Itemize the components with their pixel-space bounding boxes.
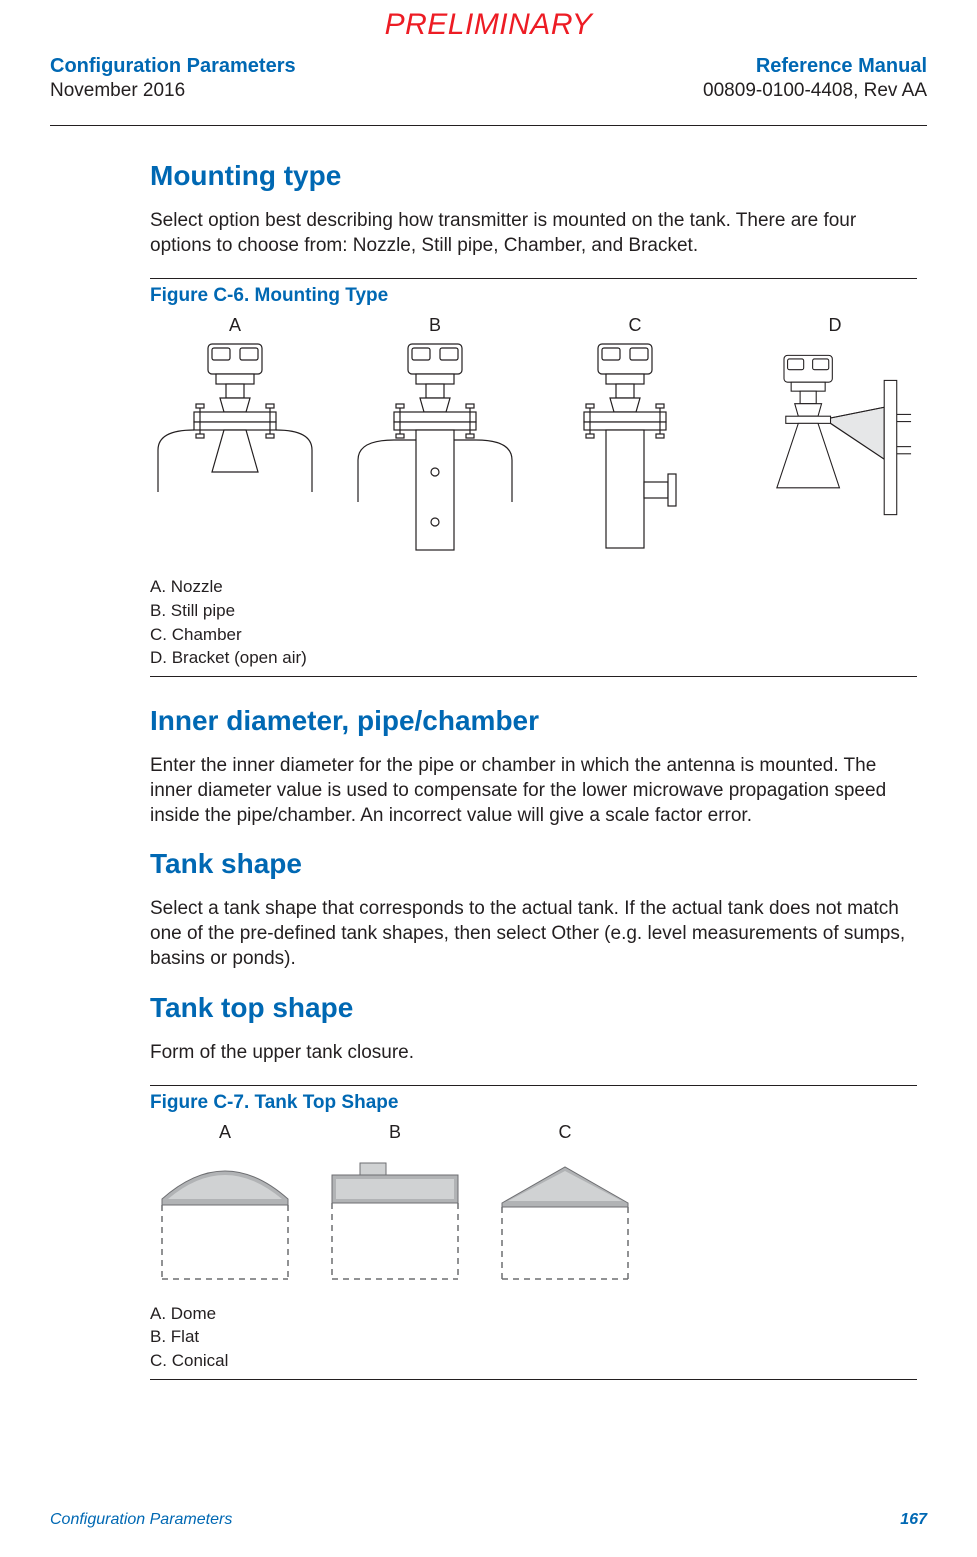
tank-top-conical-diagram <box>490 1149 640 1289</box>
figure-c7-row: A B <box>150 1122 917 1294</box>
page-header: Configuration Parameters November 2016 R… <box>50 54 927 126</box>
fig-c7-label-a: A <box>150 1122 300 1143</box>
fig-c7-key-a: A. Dome <box>150 1302 917 1326</box>
body-inner-diameter: Enter the inner diameter for the pipe or… <box>150 753 917 828</box>
header-left: Configuration Parameters November 2016 <box>50 54 296 103</box>
fig-c6-cell-a: A <box>150 315 320 567</box>
body-mounting-type: Select option best describing how transm… <box>150 208 917 258</box>
tank-top-flat-diagram <box>320 1149 470 1289</box>
fig-c6-key-d: D. Bracket (open air) <box>150 646 917 670</box>
mounting-stillpipe-diagram <box>350 342 520 562</box>
fig-c6-cell-c: C <box>550 315 720 567</box>
fig-c6-key-b: B. Still pipe <box>150 599 917 623</box>
page-container: Configuration Parameters November 2016 R… <box>0 0 977 1426</box>
header-left-title: Configuration Parameters <box>50 54 296 79</box>
fig-c7-cell-a: A <box>150 1122 300 1294</box>
fig-c6-label-c: C <box>550 315 720 336</box>
footer-page-number: 167 <box>900 1511 927 1529</box>
body-tank-top-shape: Form of the upper tank closure. <box>150 1040 917 1065</box>
fig-c7-key-c: C. Conical <box>150 1349 917 1373</box>
rule-top-fig-c6 <box>150 278 917 279</box>
fig-c7-cell-b: B <box>320 1122 470 1294</box>
caption-fig-c7: Figure C-7. Tank Top Shape <box>150 1092 917 1114</box>
fig-c6-label-b: B <box>350 315 520 336</box>
fig-c7-label-c: C <box>490 1122 640 1143</box>
rule-top-fig-c7 <box>150 1085 917 1086</box>
tank-top-dome-diagram <box>150 1149 300 1289</box>
fig-c6-key: A. Nozzle B. Still pipe C. Chamber D. Br… <box>150 575 917 670</box>
fig-c6-cell-d: D <box>750 315 920 567</box>
fig-c6-key-c: C. Chamber <box>150 623 917 647</box>
fig-c6-key-a: A. Nozzle <box>150 575 917 599</box>
heading-tank-shape: Tank shape <box>150 848 917 880</box>
footer-section: Configuration Parameters <box>50 1511 232 1529</box>
header-left-sub: November 2016 <box>50 79 296 103</box>
rule-bot-fig-c7 <box>150 1379 917 1380</box>
fig-c7-label-b: B <box>320 1122 470 1143</box>
header-right-title: Reference Manual <box>703 54 927 79</box>
body-tank-shape: Select a tank shape that corresponds to … <box>150 896 917 971</box>
mounting-nozzle-diagram <box>150 342 320 562</box>
caption-fig-c6: Figure C-6. Mounting Type <box>150 285 917 307</box>
fig-c7-cell-c: C <box>490 1122 640 1294</box>
heading-inner-diameter: Inner diameter, pipe/chamber <box>150 705 917 737</box>
figure-c6-row: A <box>150 315 917 567</box>
fig-c7-key: A. Dome B. Flat C. Conical <box>150 1302 917 1373</box>
page-footer: Configuration Parameters 167 <box>50 1511 927 1529</box>
mounting-chamber-diagram <box>550 342 720 562</box>
header-right-sub: 00809-0100-4408, Rev AA <box>703 79 927 103</box>
fig-c6-label-d: D <box>750 315 920 336</box>
mounting-bracket-diagram <box>750 342 920 562</box>
rule-bot-fig-c6 <box>150 676 917 677</box>
content-area: Mounting type Select option best describ… <box>50 160 927 1380</box>
heading-mounting-type: Mounting type <box>150 160 917 192</box>
header-right: Reference Manual 00809-0100-4408, Rev AA <box>703 54 927 103</box>
fig-c7-key-b: B. Flat <box>150 1325 917 1349</box>
fig-c6-label-a: A <box>150 315 320 336</box>
watermark-preliminary: PRELIMINARY <box>385 8 593 42</box>
fig-c6-cell-b: B <box>350 315 520 567</box>
heading-tank-top-shape: Tank top shape <box>150 992 917 1024</box>
